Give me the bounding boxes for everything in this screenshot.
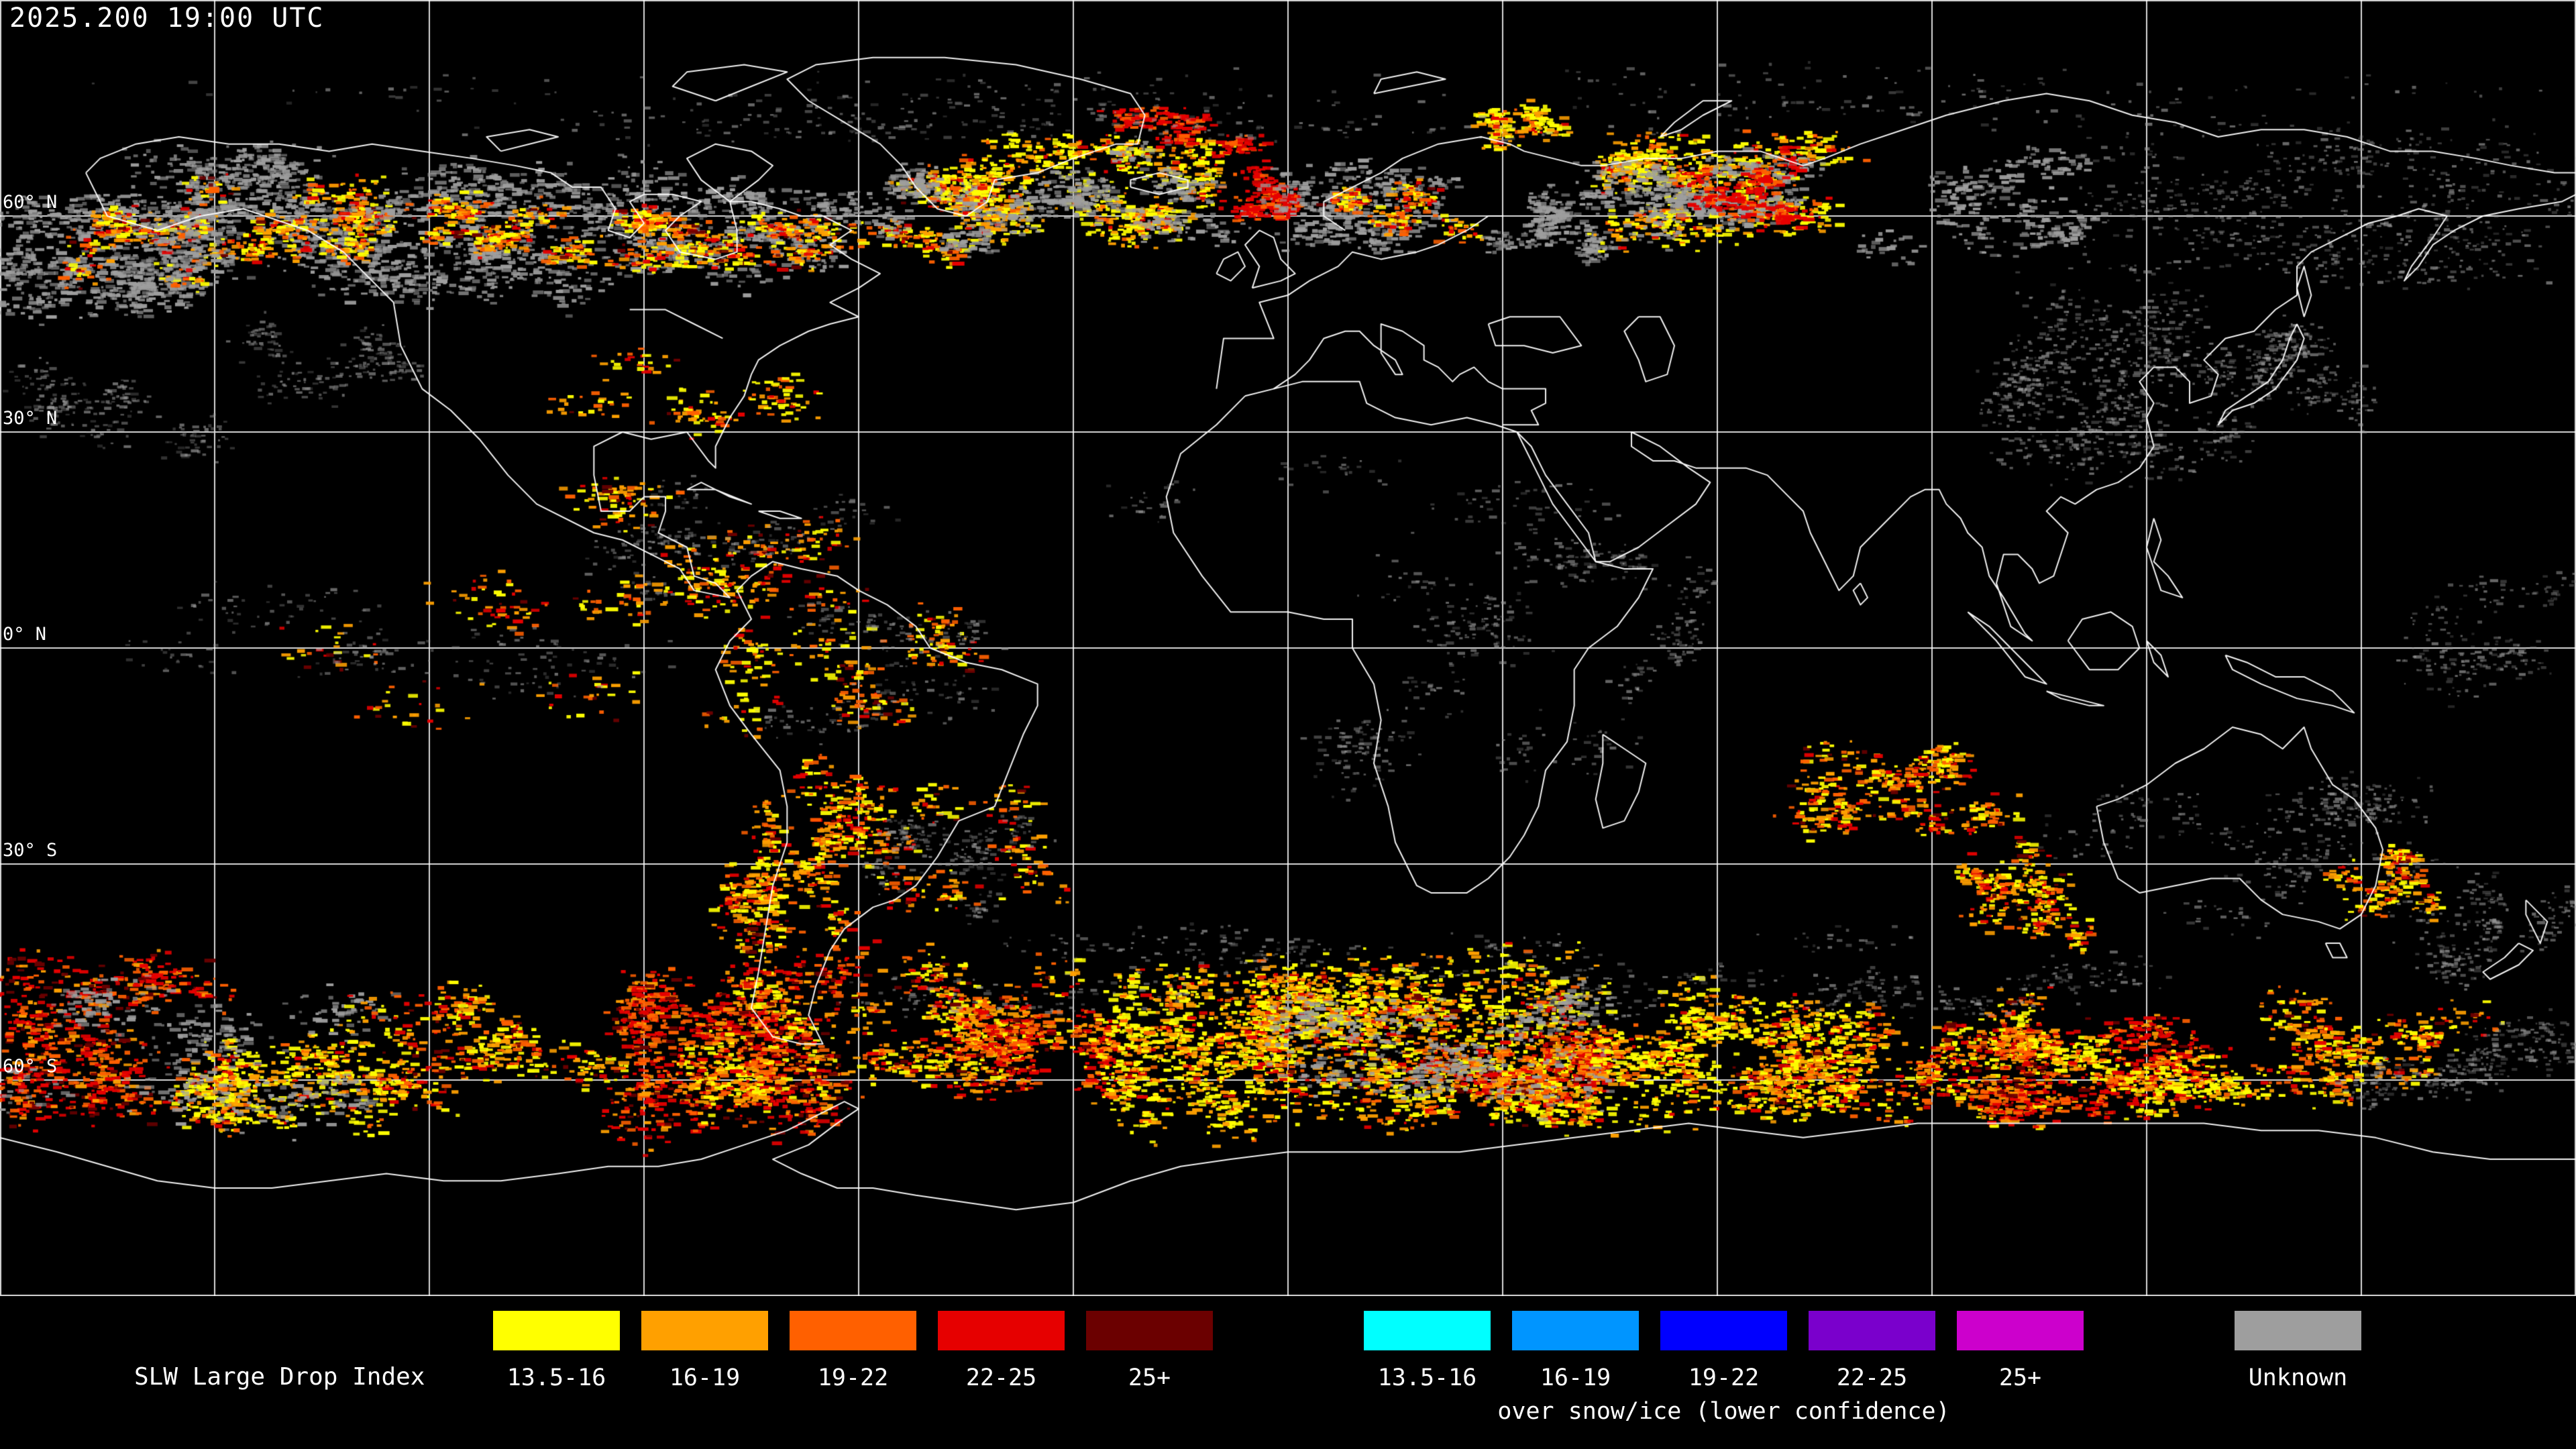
- world-map-canvas: [0, 0, 2576, 1296]
- legend-title: SLW Large Drop Index: [134, 1363, 425, 1391]
- legend-label-standard-4: 22-25: [965, 1364, 1037, 1391]
- legend-label-snowice-2: 16-19: [1540, 1364, 1611, 1391]
- lat-label-0: 0° N: [3, 624, 47, 645]
- legend: SLW Large Drop Index 13.5-16 16-19 19-22…: [0, 1296, 2576, 1449]
- legend-label-snowice-5: 25+: [1998, 1364, 2042, 1391]
- lat-label-30s: 30° S: [3, 840, 58, 861]
- legend-swatch-unknown: [2235, 1311, 2361, 1350]
- legend-swatch-snowice-1: [1364, 1311, 1491, 1350]
- legend-label-unknown: Unknown: [2248, 1364, 2348, 1391]
- lat-label-60s: 60° S: [3, 1056, 58, 1077]
- legend-swatch-snowice-4: [1809, 1311, 1935, 1350]
- legend-label-standard-5: 25+: [1128, 1364, 1171, 1391]
- legend-swatch-snowice-3: [1660, 1311, 1787, 1350]
- timestamp: 2025.200 19:00 UTC: [9, 3, 325, 34]
- snow-ice-caption: over snow/ice (lower confidence): [1497, 1398, 1950, 1425]
- legend-label-standard-2: 16-19: [669, 1364, 741, 1391]
- legend-label-snowice-1: 13.5-16: [1377, 1364, 1477, 1391]
- legend-label-standard-3: 19-22: [817, 1364, 889, 1391]
- legend-swatch-standard-3: [790, 1311, 916, 1350]
- lat-label-30n: 30° N: [3, 408, 58, 429]
- legend-label-snowice-3: 19-22: [1688, 1364, 1760, 1391]
- lat-label-60n: 60° N: [3, 192, 58, 213]
- legend-swatch-standard-4: [938, 1311, 1065, 1350]
- legend-swatch-standard-2: [641, 1311, 768, 1350]
- legend-swatch-standard-5: [1086, 1311, 1213, 1350]
- legend-label-standard-1: 13.5-16: [506, 1364, 606, 1391]
- legend-swatch-standard-1: [493, 1311, 620, 1350]
- legend-swatch-snowice-2: [1512, 1311, 1639, 1350]
- legend-label-snowice-4: 22-25: [1836, 1364, 1908, 1391]
- legend-swatch-snowice-5: [1957, 1311, 2084, 1350]
